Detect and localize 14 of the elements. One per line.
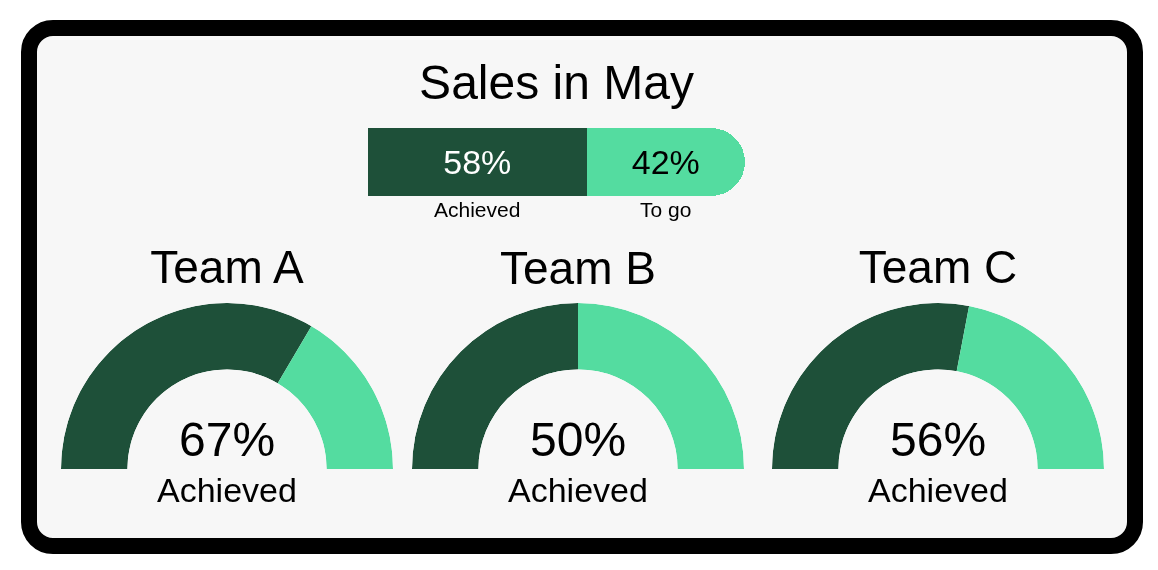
series-label: To go bbox=[640, 198, 692, 221]
slice-label: Achieved bbox=[868, 471, 1008, 509]
data-label: 58% bbox=[443, 143, 512, 181]
chart-title: Sales in May bbox=[419, 55, 694, 109]
slice-label: Achieved bbox=[508, 471, 648, 509]
data-label: 67% bbox=[179, 413, 276, 466]
chart-title: Team A bbox=[150, 241, 305, 294]
data-label: 56% bbox=[890, 413, 987, 466]
data-label: 50% bbox=[530, 413, 627, 466]
series-label: Achieved bbox=[434, 198, 521, 221]
chart-title: Team B bbox=[500, 242, 656, 295]
chart-title: Team C bbox=[858, 241, 1018, 294]
data-label: 42% bbox=[631, 143, 700, 181]
slice-label: Achieved bbox=[157, 471, 297, 509]
